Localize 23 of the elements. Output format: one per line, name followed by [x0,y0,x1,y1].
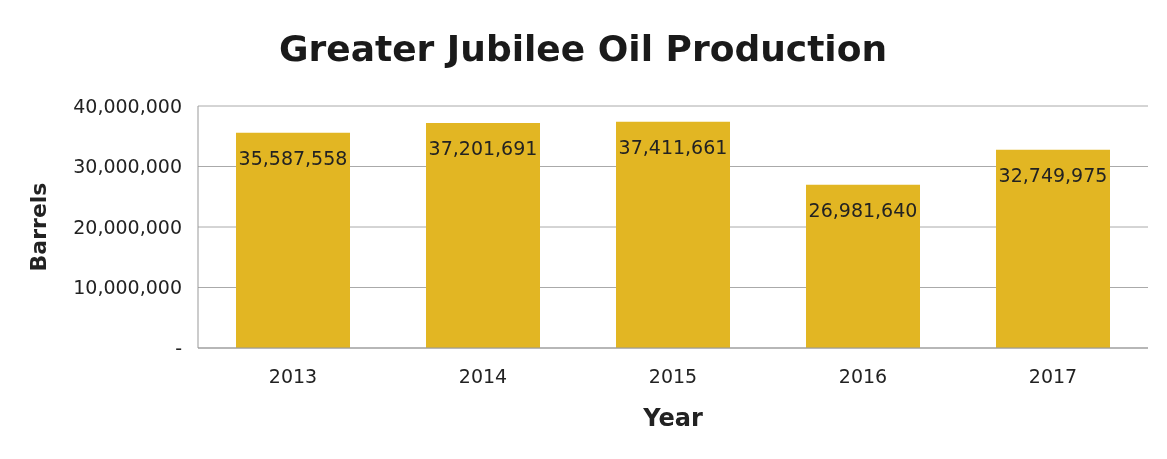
y-axis-title: Barrels [25,182,51,272]
bar [616,121,730,348]
x-axis-title: Year [642,404,703,432]
x-tick-label: 2017 [1028,365,1078,388]
data-label: 26,981,640 [808,198,918,221]
x-tick-label: 2013 [268,365,318,388]
x-tick-label: 2015 [648,365,698,388]
y-tick-label: - [175,336,182,359]
data-label: 37,411,661 [618,135,728,158]
bar [426,122,540,348]
x-tick-label: 2016 [838,365,888,388]
x-tick-label: 2014 [458,365,508,388]
data-label: 35,587,558 [238,146,348,169]
bar [806,184,920,348]
y-tick-label: 40,000,000 [73,94,182,117]
data-label: 37,201,691 [428,136,538,159]
data-label: 32,749,975 [998,163,1108,186]
y-tick-label: 30,000,000 [73,155,182,178]
bar [996,149,1110,348]
bar [236,132,350,348]
y-tick-label: 10,000,000 [73,276,182,299]
y-tick-label: 20,000,000 [73,215,182,238]
chart-title: Greater Jubilee Oil Production [277,28,889,69]
